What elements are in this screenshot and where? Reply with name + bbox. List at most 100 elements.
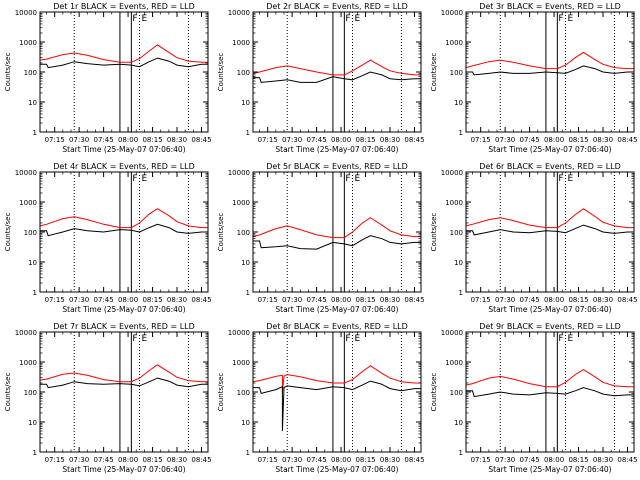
events-series-line	[466, 224, 634, 236]
y-tick-label: 100	[237, 69, 250, 77]
marker-label-f: F	[132, 174, 137, 184]
x-tick-label: 08:45	[404, 136, 424, 144]
x-axis-label: Start Time (25-May-07 07:06:40)	[275, 465, 398, 474]
marker-label-f: F	[558, 14, 563, 24]
y-axis-label: Counts/sec	[217, 213, 225, 252]
x-tick-label: 07:45	[94, 136, 114, 144]
y-tick-label: 1000	[445, 39, 463, 47]
marker-label-f: F	[558, 174, 563, 184]
y-tick-label: 1	[33, 129, 37, 137]
y-axis-label: Counts/sec	[217, 53, 225, 92]
y-tick-label: 1000	[232, 39, 250, 47]
x-tick-label: 07:45	[520, 456, 540, 464]
y-tick-label: 10	[28, 99, 37, 107]
x-tick-label: 08:15	[142, 136, 162, 144]
marker-label-e: E	[354, 14, 360, 24]
x-tick-label: 08:15	[142, 456, 162, 464]
y-tick-label: 1	[33, 289, 37, 297]
x-axis-label: Start Time (25-May-07 07:06:40)	[62, 465, 185, 474]
marker-label-e: E	[141, 334, 147, 344]
lld-series-line	[465, 208, 634, 229]
y-axis-label: Counts/sec	[430, 373, 438, 412]
x-tick-label: 07:45	[307, 456, 327, 464]
panel-title: Det 4r BLACK = Events, RED = LLD	[53, 162, 195, 171]
plot-frame	[465, 331, 635, 453]
marker-label-e: E	[354, 174, 360, 184]
marker-label-e: E	[567, 14, 573, 24]
x-tick-label: 07:15	[258, 296, 278, 304]
y-tick-label: 10000	[228, 329, 250, 337]
x-tick-label: 07:45	[94, 296, 114, 304]
x-tick-label: 08:00	[331, 456, 351, 464]
x-axis-label: Start Time (25-May-07 07:06:40)	[488, 465, 611, 474]
y-tick-label: 100	[450, 69, 463, 77]
panel-title: Det 8r BLACK = Events, RED = LLD	[266, 322, 408, 331]
x-tick-label: 08:00	[331, 136, 351, 144]
y-tick-label: 1000	[232, 199, 250, 207]
x-tick-label: 07:45	[94, 456, 114, 464]
x-tick-label: 08:00	[118, 456, 138, 464]
x-tick-label: 08:00	[118, 136, 138, 144]
x-tick-label: 07:15	[471, 136, 491, 144]
y-tick-label: 10	[454, 99, 463, 107]
plot-frame	[39, 331, 209, 453]
x-tick-label: 07:30	[495, 296, 515, 304]
x-axis-label: Start Time (25-May-07 07:06:40)	[62, 305, 185, 314]
x-tick-label: 08:00	[118, 296, 138, 304]
lld-series-line	[252, 365, 421, 393]
y-tick-label: 10000	[15, 329, 37, 337]
detector-panel: F E 1 10 100 1000 10000 07:15 07:30 07:45 08:00 08:…	[430, 2, 638, 154]
y-tick-label: 1000	[19, 359, 37, 367]
lld-series-line	[39, 208, 208, 229]
y-tick-label: 1	[246, 289, 250, 297]
y-axis-label: Counts/sec	[430, 53, 438, 92]
panel-title: Det 3r BLACK = Events, RED = LLD	[479, 2, 621, 11]
x-tick-label: 07:30	[282, 456, 302, 464]
x-tick-label: 07:15	[471, 296, 491, 304]
events-series-line	[40, 377, 208, 389]
marker-label-f: F	[558, 334, 563, 344]
y-tick-label: 100	[237, 229, 250, 237]
x-tick-label: 07:30	[282, 296, 302, 304]
lld-series-line	[465, 51, 634, 70]
x-axis-label: Start Time (25-May-07 07:06:40)	[62, 145, 185, 154]
x-tick-label: 08:15	[355, 136, 375, 144]
panel-title: Det 1r BLACK = Events, RED = LLD	[53, 2, 195, 11]
y-tick-label: 100	[237, 389, 250, 397]
detector-panel: F E 1 10 100 1000 10000 07:15 07:30 07:45 08:00 08:…	[430, 162, 638, 314]
y-tick-label: 100	[450, 229, 463, 237]
x-tick-label: 08:45	[617, 136, 637, 144]
x-tick-label: 08:15	[355, 296, 375, 304]
x-tick-label: 08:30	[380, 456, 400, 464]
panel-title: Det 6r BLACK = Events, RED = LLD	[479, 162, 621, 171]
x-tick-label: 08:30	[593, 456, 613, 464]
y-tick-label: 100	[24, 69, 37, 77]
x-tick-label: 08:30	[380, 296, 400, 304]
x-tick-label: 07:45	[520, 136, 540, 144]
x-tick-label: 08:00	[544, 296, 564, 304]
marker-label-e: E	[354, 334, 360, 344]
y-tick-label: 10	[241, 259, 250, 267]
y-tick-label: 1	[459, 449, 463, 457]
events-series-line	[466, 65, 634, 76]
detector-panel: F E 1 10 100 1000 10000 07:15 07:30 07:45 08:00 08:…	[217, 2, 425, 154]
x-tick-label: 07:15	[471, 456, 491, 464]
x-axis-label: Start Time (25-May-07 07:06:40)	[275, 145, 398, 154]
x-tick-label: 08:30	[167, 456, 187, 464]
x-tick-label: 08:45	[191, 456, 211, 464]
lld-series-line	[39, 44, 208, 63]
plot-frame	[39, 11, 209, 133]
detector-panel: F E 1 10 100 1000 10000 07:15 07:30 07:45 08:00 08:…	[4, 322, 212, 474]
y-tick-label: 1000	[19, 39, 37, 47]
lld-series-line	[39, 364, 208, 383]
y-tick-label: 10000	[228, 9, 250, 17]
marker-label-e: E	[141, 174, 147, 184]
y-tick-label: 10000	[441, 169, 463, 177]
x-tick-label: 07:15	[45, 296, 65, 304]
detector-panel: F E 1 10 100 1000 10000 07:15 07:30 07:45 08:00 08:…	[217, 162, 425, 314]
x-tick-label: 08:15	[142, 296, 162, 304]
y-axis-label: Counts/sec	[4, 373, 12, 412]
lld-series-line	[252, 217, 421, 239]
y-tick-label: 10000	[441, 329, 463, 337]
x-tick-label: 08:45	[404, 296, 424, 304]
